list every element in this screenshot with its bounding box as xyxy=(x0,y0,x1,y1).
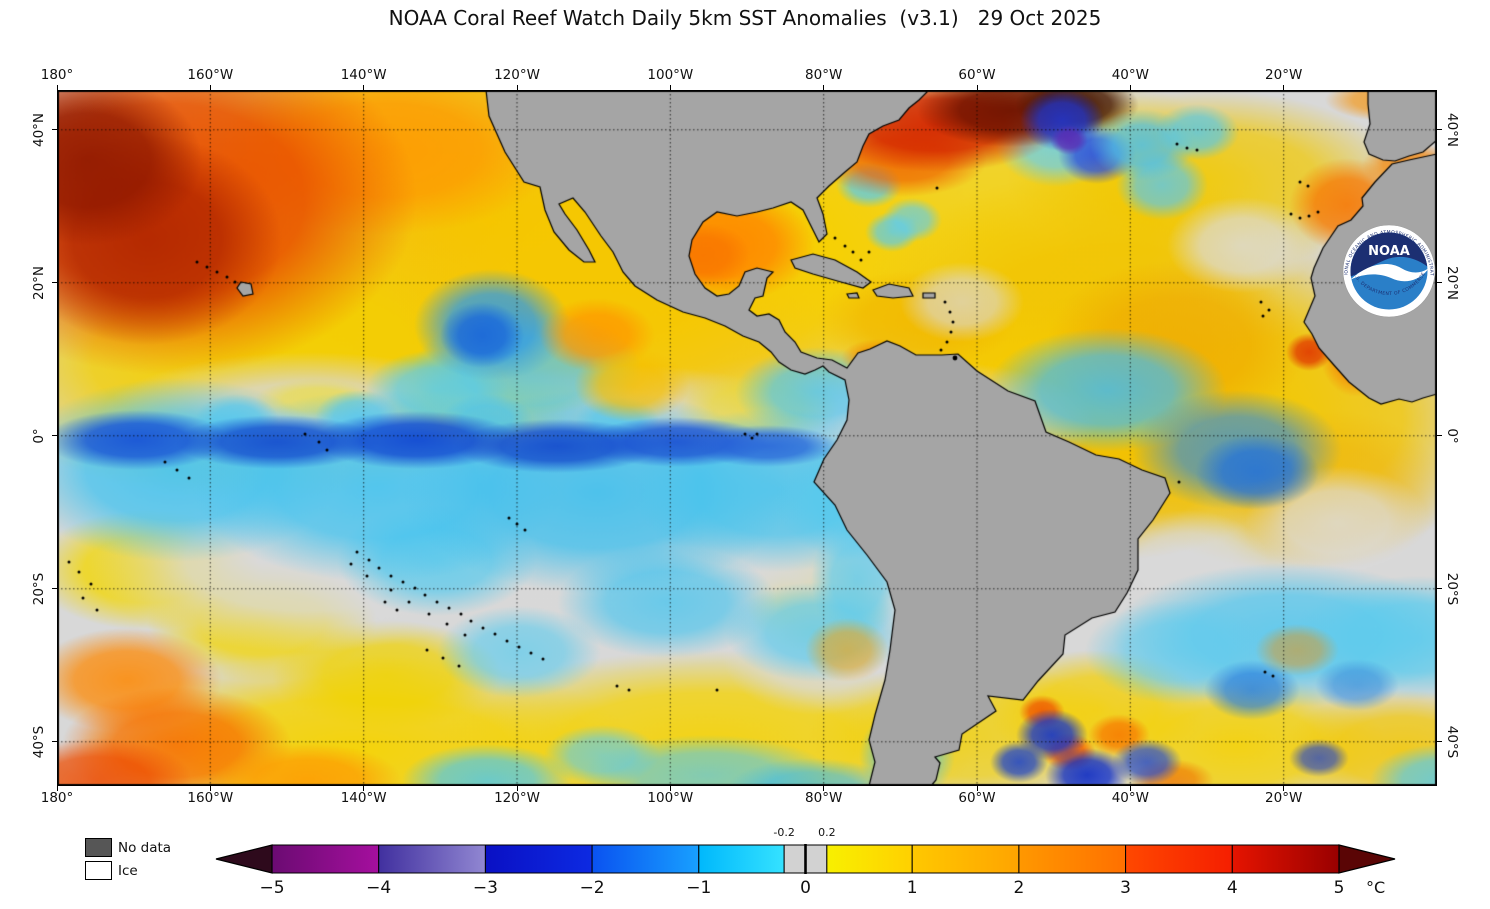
x-axis-label-bottom: 120°W xyxy=(494,790,540,806)
colorbar-inner-tick-label: -0.2 xyxy=(773,826,795,839)
x-axis-label-bottom: 180° xyxy=(40,790,74,806)
axis-tick xyxy=(669,786,671,791)
axis-tick xyxy=(1129,85,1131,90)
x-axis-label-bottom: 160°W xyxy=(187,790,234,806)
ice-swatch xyxy=(85,861,112,880)
colorbar-segment xyxy=(271,844,380,874)
axis-tick xyxy=(56,85,58,90)
x-axis-label-top: 140°W xyxy=(340,67,387,83)
colorbar-inner-tick-label: 0.2 xyxy=(818,826,836,839)
colorbar-tick-label: −4 xyxy=(366,878,392,898)
y-axis-label-left: 40°S xyxy=(31,725,47,759)
colorbar-tick-label: 4 xyxy=(1226,878,1238,898)
y-axis-label-left: 20°N xyxy=(31,265,47,300)
axis-tick xyxy=(1437,129,1442,131)
colorbar-tick-label: −1 xyxy=(686,878,712,898)
sst-anomaly-map xyxy=(57,90,1437,786)
noaa-logo: NOAA NATIONAL OCEANIC AND ATMOSPHERIC AD… xyxy=(1342,224,1436,318)
x-axis-label-top: 100°W xyxy=(647,67,694,83)
axis-tick xyxy=(56,786,58,791)
x-axis-label-top: 180° xyxy=(40,67,74,83)
axis-tick xyxy=(823,786,825,791)
colorbar-segment xyxy=(1125,844,1233,874)
colorbar-left-arrow xyxy=(215,844,273,874)
colorbar-tick-label: −3 xyxy=(472,878,498,898)
axis-tick xyxy=(52,129,57,131)
axis-tick xyxy=(1437,435,1442,437)
colorbar-tick-label: 0 xyxy=(800,878,811,898)
axis-tick xyxy=(516,85,518,90)
axis-tick xyxy=(1437,741,1442,743)
y-axis-label-left: 40°N xyxy=(31,112,47,147)
axis-tick xyxy=(516,786,518,791)
colorbar-segment xyxy=(591,844,700,874)
colorbar-segment xyxy=(911,844,1020,874)
axis-tick xyxy=(209,85,211,90)
axis-tick xyxy=(1437,282,1442,284)
colorbar-segment xyxy=(698,844,785,874)
x-axis-label-bottom: 60°W xyxy=(958,790,996,806)
axis-tick xyxy=(209,786,211,791)
colorbar-segment xyxy=(1018,844,1127,874)
colorbar-tick-label: 1 xyxy=(906,878,918,898)
axis-tick xyxy=(52,435,57,437)
ice-legend: Ice xyxy=(85,861,138,880)
x-axis-label-top: 120°W xyxy=(494,67,540,83)
colorbar-tick-label: 5 xyxy=(1333,878,1345,898)
y-axis-label-right: 40°S xyxy=(1444,725,1460,759)
y-axis-label-right: 0° xyxy=(1444,428,1460,444)
logo-seagull-icon xyxy=(1350,264,1428,282)
axis-tick xyxy=(976,85,978,90)
axis-tick xyxy=(1437,588,1442,590)
axis-tick xyxy=(52,741,57,743)
no-data-label: No data xyxy=(118,839,172,856)
axis-tick xyxy=(52,282,57,284)
y-axis-label-left: 0° xyxy=(31,428,47,444)
x-axis-label-bottom: 20°W xyxy=(1265,790,1303,806)
x-axis-label-top: 60°W xyxy=(958,67,996,83)
axis-tick xyxy=(1283,786,1285,791)
axis-tick xyxy=(52,588,57,590)
no-data-legend: No data xyxy=(85,838,171,857)
x-axis-label-top: 40°W xyxy=(1111,67,1149,83)
colorbar-segment xyxy=(1231,844,1340,874)
x-axis-label-bottom: 140°W xyxy=(340,790,387,806)
x-axis-label-bottom: 40°W xyxy=(1111,790,1149,806)
page-title: NOAA Coral Reef Watch Daily 5km SST Anom… xyxy=(388,6,1102,30)
axis-tick xyxy=(976,786,978,791)
colorbar-tick-label: 2 xyxy=(1013,878,1025,898)
x-axis-label-top: 80°W xyxy=(805,67,843,83)
colorbar-units: °C xyxy=(1366,878,1386,897)
y-axis-label-right: 20°N xyxy=(1444,265,1460,300)
x-axis-label-bottom: 80°W xyxy=(805,790,843,806)
x-axis-label-bottom: 100°W xyxy=(647,790,694,806)
axis-tick xyxy=(1283,85,1285,90)
logo-sky xyxy=(1350,232,1428,277)
axis-tick xyxy=(363,85,365,90)
axis-tick xyxy=(823,85,825,90)
y-axis-label-left: 20°S xyxy=(31,572,47,606)
logo-noaa-text: NOAA xyxy=(1368,244,1410,259)
no-data-swatch xyxy=(85,838,112,857)
x-axis-label-top: 20°W xyxy=(1265,67,1303,83)
colorbar-tick-label: 3 xyxy=(1120,878,1131,898)
colorbar-right-arrow xyxy=(1338,844,1396,874)
colorbar-tick-label: −2 xyxy=(579,878,605,898)
x-axis-label-top: 160°W xyxy=(187,67,234,83)
map-frame xyxy=(57,90,1437,786)
colorbar-segment xyxy=(484,844,593,874)
colorbar-tick-label: −5 xyxy=(259,878,285,898)
ice-label: Ice xyxy=(118,862,138,879)
axis-tick xyxy=(1129,786,1131,791)
y-axis-label-right: 20°S xyxy=(1444,572,1460,606)
colorbar-segment xyxy=(378,844,486,874)
axis-tick xyxy=(363,786,365,791)
color-scale xyxy=(215,844,1396,874)
colorbar-segment xyxy=(826,844,913,874)
y-axis-label-right: 40°N xyxy=(1444,112,1460,147)
axis-tick xyxy=(669,85,671,90)
